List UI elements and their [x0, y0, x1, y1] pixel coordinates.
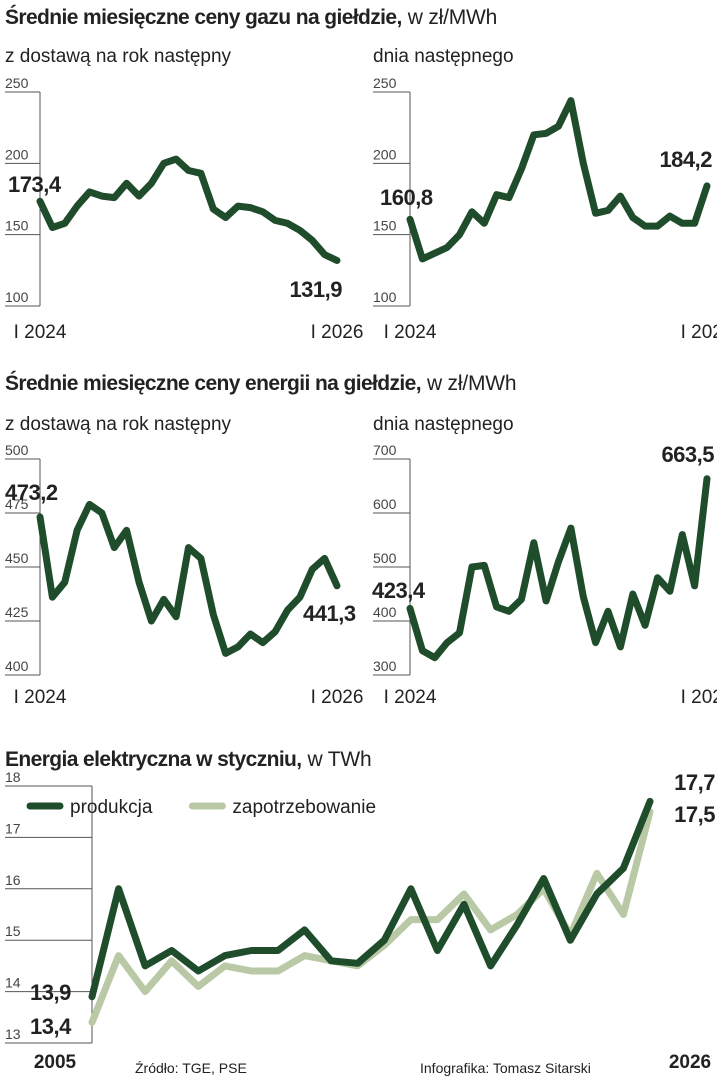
line [36, 500, 341, 657]
subtitle: dnia następnego [373, 414, 514, 435]
value-label: 160,8 [380, 185, 433, 210]
x-tick-label: I 2024 [14, 687, 67, 708]
subtitle: z dostawą na rok następny [5, 414, 232, 435]
section-title: Średnie miesięczne ceny energii na giełd… [5, 371, 516, 395]
title-unit: w zł/MWh [426, 372, 516, 395]
title-unit: w zł/MWh [407, 6, 497, 29]
legend-label: produkcja [70, 797, 153, 818]
y-tick-label: 16 [5, 872, 21, 888]
x-tick-label: I 2026 [681, 322, 717, 343]
x-tick-label: I 2026 [681, 687, 717, 708]
value-label: 184,2 [659, 147, 712, 172]
x-tick-label: I 2024 [384, 322, 437, 343]
x-tick-label: I 2024 [14, 322, 67, 343]
value-label: 663,5 [661, 442, 714, 467]
x-tick-label: I 2026 [311, 687, 364, 708]
title-unit: w TWh [307, 748, 372, 771]
legend-label: zapotrzebowanie [232, 797, 376, 818]
y-tick-label: 200 [5, 146, 29, 162]
y-tick-label: 13 [5, 1026, 21, 1042]
value-label: 441,3 [303, 601, 356, 626]
y-tick-label: 100 [5, 289, 29, 305]
value-label: 173,4 [8, 172, 62, 197]
y-tick-label: 150 [5, 218, 29, 234]
line [88, 797, 654, 1001]
value-label: 17,7 [674, 770, 715, 795]
x-tick-label: 2026 [669, 1052, 711, 1073]
y-tick-label: 400 [5, 658, 29, 674]
y-tick-label: 100 [373, 289, 397, 305]
title: Energia elektryczna w styczniu, [5, 748, 302, 771]
y-tick-label: 500 [5, 442, 29, 458]
subtitle: dnia następnego [373, 46, 514, 67]
y-tick-label: 200 [373, 146, 397, 162]
line [406, 475, 711, 662]
y-tick-label: 500 [373, 550, 397, 566]
section-title: Średnie miesięczne ceny gazu na giełdzie… [5, 5, 497, 29]
x-tick-label: I 2026 [311, 322, 364, 343]
y-tick-label: 600 [373, 496, 397, 512]
value-label: 17,5 [674, 802, 715, 827]
value-label: 131,9 [289, 277, 342, 302]
y-tick-label: 250 [373, 75, 397, 91]
credit: Infografika: Tomasz Sitarski [420, 1060, 591, 1076]
y-tick-label: 400 [373, 604, 397, 620]
x-tick-label: 2005 [34, 1052, 77, 1073]
value-label: 423,4 [372, 578, 426, 603]
y-tick-label: 15 [5, 923, 21, 939]
y-tick-label: 150 [373, 218, 397, 234]
y-tick-label: 17 [5, 820, 21, 836]
y-tick-label: 450 [5, 550, 29, 566]
subtitle: z dostawą na rok następny [5, 46, 232, 67]
y-tick-label: 250 [5, 75, 29, 91]
x-tick-label: I 2024 [384, 687, 437, 708]
title: Średnie miesięczne ceny energii na giełd… [5, 371, 421, 395]
y-tick-label: 14 [5, 975, 21, 991]
title: Średnie miesięczne ceny gazu na giełdzie… [5, 5, 402, 29]
section-title: Energia elektryczna w styczniu, w TWh [5, 748, 371, 771]
value-label: 13,4 [30, 1014, 72, 1039]
y-tick-label: 300 [373, 658, 397, 674]
y-tick-label: 425 [5, 604, 29, 620]
line [36, 155, 341, 264]
line [88, 808, 654, 1026]
y-tick-label: 475 [5, 496, 29, 512]
line [406, 97, 711, 263]
y-tick-label: 18 [5, 769, 21, 785]
value-label: 13,9 [30, 980, 71, 1005]
source: Źródło: TGE, PSE [135, 1060, 247, 1076]
value-label: 473,2 [5, 480, 58, 505]
y-tick-label: 700 [373, 442, 397, 458]
